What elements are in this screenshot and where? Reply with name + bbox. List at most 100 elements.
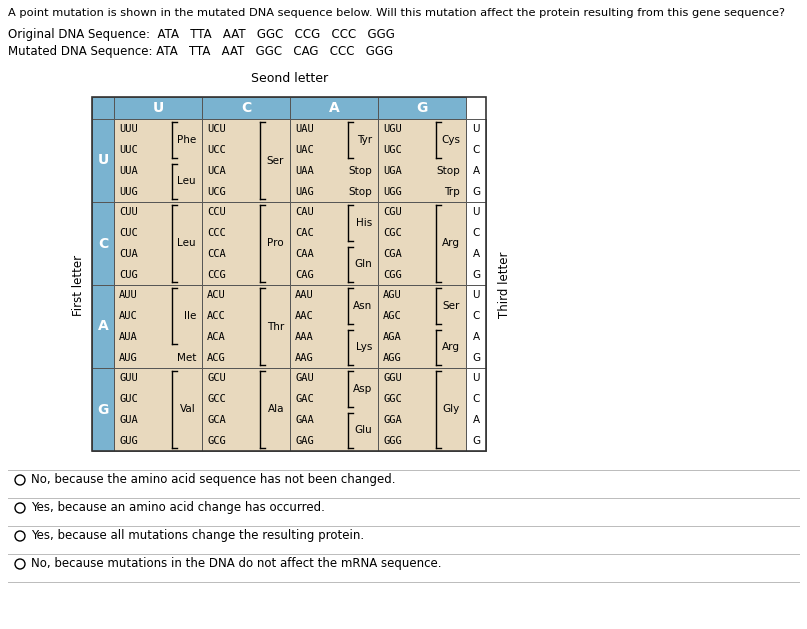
Text: A: A [328,101,340,115]
Text: GGC: GGC [383,394,402,404]
Bar [378,285,466,368]
Text: C: C [98,237,108,250]
Text: GUU: GUU [119,374,138,383]
Bar [92,97,486,451]
Text: GCA: GCA [207,415,226,425]
Text: UAU: UAU [295,125,314,135]
Text: Thr: Thr [267,321,284,331]
Text: Tyr: Tyr [357,135,372,145]
Text: C: C [472,145,479,155]
Text: Ala: Ala [267,404,284,415]
Text: Yes, because an amino acid change has occurred.: Yes, because an amino acid change has oc… [31,501,325,515]
Text: Lys: Lys [356,342,372,352]
Text: CUG: CUG [119,270,138,280]
Text: UAG: UAG [295,187,314,197]
Text: CAA: CAA [295,249,314,259]
Text: No, because the amino acid sequence has not been changed.: No, because the amino acid sequence has … [31,474,395,486]
Text: UGC: UGC [383,145,402,155]
Text: A: A [472,249,479,259]
Text: Arg: Arg [442,342,460,352]
Text: ACC: ACC [207,311,226,321]
Text: GCU: GCU [207,374,226,383]
Bar [290,97,378,119]
Text: First letter: First letter [72,255,85,316]
Text: AAG: AAG [295,353,314,363]
Text: AGU: AGU [383,291,402,301]
Text: AUG: AUG [119,353,138,363]
Bar [202,285,290,368]
Text: Asp: Asp [353,384,372,394]
Text: A: A [472,166,479,176]
Text: G: G [472,353,480,363]
Text: Val: Val [180,404,196,415]
Bar [378,97,466,119]
Bar [92,119,114,202]
Text: Mutated DNA Sequence: ATA   TTA   AAT   GGC   CAG   CCC   GGG: Mutated DNA Sequence: ATA TTA AAT GGC CA… [8,45,393,58]
Text: AUU: AUU [119,291,138,301]
Bar [92,285,114,368]
Text: Seond letter: Seond letter [252,72,328,85]
Text: Yes, because all mutations change the resulting protein.: Yes, because all mutations change the re… [31,530,364,542]
Bar [92,202,114,285]
Text: CAG: CAG [295,270,314,280]
Text: U: U [153,101,164,115]
Bar [114,368,202,451]
Text: Met: Met [177,353,196,363]
Text: CGA: CGA [383,249,402,259]
Text: C: C [240,101,251,115]
Text: Stop: Stop [349,166,372,176]
Text: GGU: GGU [383,374,402,383]
Text: CGC: CGC [383,228,402,238]
Text: ACA: ACA [207,332,226,342]
Text: AAA: AAA [295,332,314,342]
Text: Leu: Leu [178,238,196,248]
Text: U: U [472,291,479,301]
Text: No, because mutations in the DNA do not affect the mRNA sequence.: No, because mutations in the DNA do not … [31,557,441,571]
Text: Leu: Leu [178,176,196,186]
Text: C: C [472,394,479,404]
Text: His: His [356,218,372,228]
Text: A: A [472,332,479,342]
Text: Original DNA Sequence:  ATA   TTA   AAT   GGC   CCG   CCC   GGG: Original DNA Sequence: ATA TTA AAT GGC C… [8,28,395,41]
Text: CCU: CCU [207,208,226,218]
Text: Cys: Cys [441,135,460,145]
Text: CGG: CGG [383,270,402,280]
Text: CCA: CCA [207,249,226,259]
Text: Ser: Ser [266,155,284,165]
Text: Phe: Phe [177,135,196,145]
Bar [92,97,114,119]
Text: CUU: CUU [119,208,138,218]
Text: G: G [98,403,109,416]
Bar [114,119,202,202]
Text: UUU: UUU [119,125,138,135]
Bar [202,97,290,119]
Text: GAA: GAA [295,415,314,425]
Text: CCG: CCG [207,270,226,280]
Text: UCU: UCU [207,125,226,135]
Text: UGA: UGA [383,166,402,176]
Text: AAU: AAU [295,291,314,301]
Bar [290,285,378,368]
Text: GAC: GAC [295,394,314,404]
Text: Gly: Gly [443,404,460,415]
Text: G: G [416,101,428,115]
Text: UGG: UGG [383,187,402,197]
Text: GGA: GGA [383,415,402,425]
Text: G: G [472,187,480,197]
Text: UCC: UCC [207,145,226,155]
Bar [466,285,486,368]
Text: U: U [98,153,109,167]
Text: CAC: CAC [295,228,314,238]
Bar [114,97,202,119]
Text: G: G [472,436,480,445]
Text: GGG: GGG [383,436,402,445]
Bar [202,202,290,285]
Text: Ile: Ile [184,311,196,321]
Text: Stop: Stop [437,166,460,176]
Bar [378,202,466,285]
Text: UUG: UUG [119,187,138,197]
Text: GCC: GCC [207,394,226,404]
Text: AGG: AGG [383,353,402,363]
Text: G: G [472,270,480,280]
Text: Ser: Ser [442,301,460,311]
